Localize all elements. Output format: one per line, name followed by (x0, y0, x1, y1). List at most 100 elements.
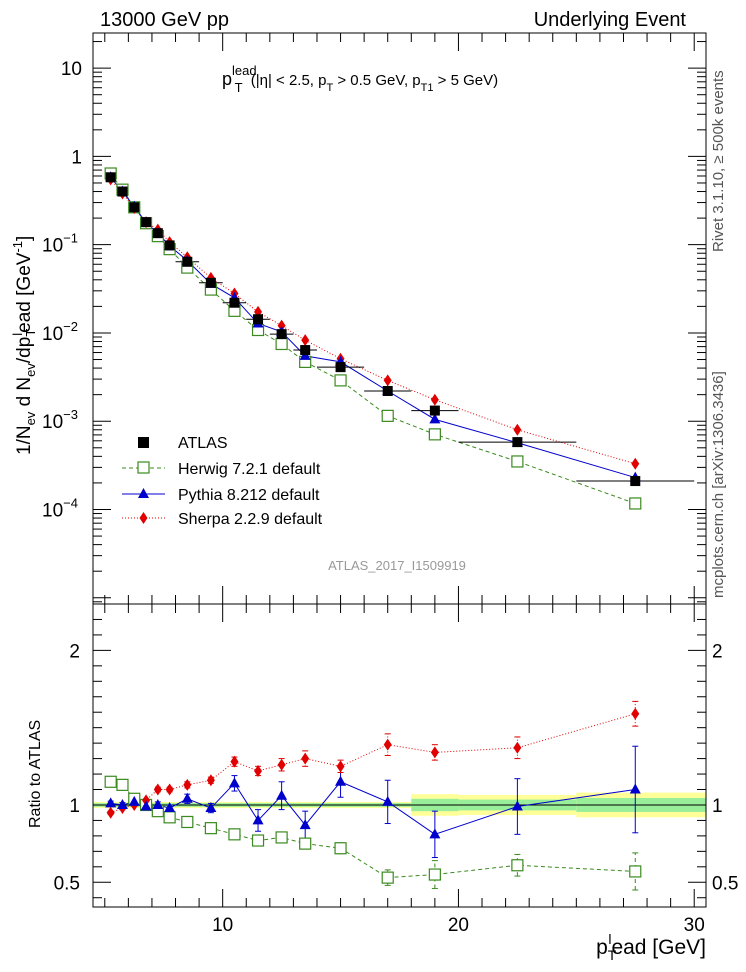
main-point-atlas (229, 297, 240, 308)
ratio-point-pythia (105, 797, 117, 808)
main-point-atlas (300, 345, 311, 356)
ratio-point-sherpa (336, 760, 345, 773)
ratio-point-herwig (275, 831, 288, 844)
legend-sherpa-label: Sherpa 2.2.9 default (178, 511, 323, 528)
ratio-point-herwig (381, 871, 394, 884)
ratio-point-pythia (205, 802, 217, 813)
main-point-sherpa (301, 334, 310, 347)
main-ylabel: 1/Nev d Nev/dpTlead [GeV-1] (10, 236, 38, 455)
main-point-atlas (117, 186, 128, 197)
ratio-point-pythia (276, 789, 288, 800)
main-line-3 (110, 179, 636, 465)
main-point-sherpa (430, 393, 439, 406)
main-point-atlas (205, 277, 216, 288)
ratio-point-sherpa (631, 707, 640, 720)
ratio-ytick-label-right: 1 (712, 796, 723, 817)
ratio-point-pythia (299, 819, 311, 830)
legend-atlas-marker (138, 437, 149, 448)
mcplots-label: mcplots.cern.ch [arXiv:1306.3436] (710, 371, 727, 598)
ratio-point-sherpa (165, 783, 174, 796)
main-ytick-label: 10−2 (42, 319, 78, 345)
main-point-atlas (276, 329, 287, 340)
plot-title: plead T (|η| < 2.5, pT > 0.5 GeV, pT1 > 5… (222, 63, 498, 95)
ratio-xtick-label: 30 (684, 915, 705, 936)
ratio-point-sherpa (277, 758, 286, 771)
main-point-atlas (335, 362, 346, 373)
main-ytick-label: 1 (71, 147, 82, 168)
ratio-point-sherpa (383, 738, 392, 751)
ratio-point-sherpa (430, 746, 439, 759)
main-ytick-label: 10 (61, 59, 82, 80)
header-left: 13000 GeV pp (100, 9, 229, 31)
legend-herwig: Herwig 7.2.1 default (122, 461, 321, 478)
ratio-point-sherpa (106, 806, 115, 819)
main-point-sherpa (513, 423, 522, 436)
ratio-point-sherpa (183, 778, 192, 791)
ratio-point-pythia (164, 802, 176, 813)
ratio-point-herwig (334, 842, 347, 855)
rivet-label: Rivet 3.1.10, ≥ 500k events (710, 70, 727, 252)
ratio-point-herwig (629, 865, 642, 878)
ratio-point-sherpa (206, 774, 215, 787)
ratio-xtick-label: 10 (212, 915, 233, 936)
legend-atlas-label: ATLAS (178, 435, 228, 452)
main-point-herwig (629, 497, 642, 510)
ratio-ytick-label: 0.5 (54, 873, 80, 894)
ratio-xtick-label: 20 (448, 915, 469, 936)
analysis-id: ATLAS_2017_I1509919 (328, 558, 466, 573)
ratio-ylabel: Ratio to ATLAS (27, 720, 44, 828)
main-point-atlas (253, 314, 264, 325)
ratio-point-herwig (511, 859, 524, 872)
ratio-ytick-label-right: 0.5 (712, 873, 738, 894)
legend-pythia-marker (138, 488, 149, 498)
legend-pythia: Pythia 8.212 default (122, 487, 320, 504)
ratio-point-herwig (163, 811, 176, 824)
main-point-atlas (164, 240, 175, 251)
main-point-atlas (182, 256, 193, 267)
ratio-point-pythia (335, 775, 347, 786)
ratio-point-pythia (140, 800, 152, 811)
ratio-point-sherpa (230, 755, 239, 768)
ratio-point-pythia (511, 800, 523, 811)
main-point-herwig (275, 337, 288, 351)
main-point-herwig (381, 409, 394, 422)
ratio-ytick-label: 2 (69, 641, 80, 662)
ratio-point-pythia (429, 828, 441, 839)
ratio-point-herwig (228, 828, 241, 841)
ratio-plot: 0.5 0.5 1 1 2 2 10 20 30 (54, 603, 738, 936)
main-point-herwig (428, 428, 441, 441)
ratio-point-sherpa (301, 752, 310, 765)
ratio-point-pythia (252, 814, 264, 825)
ratio-point-pythia (128, 795, 140, 806)
ratio-axis-ticks: 0.5 0.5 1 1 2 2 10 20 30 (54, 604, 738, 936)
legend: ATLAS Herwig 7.2.1 default Pythia 8.212 … (122, 435, 323, 528)
main-point-atlas (630, 476, 641, 487)
ratio-ytick-label-right: 2 (712, 641, 723, 662)
main-point-sherpa (277, 319, 286, 332)
ratio-point-pythia (181, 792, 193, 803)
ratio-point-herwig (181, 815, 194, 829)
ratio-point-pythia (629, 783, 641, 794)
main-ytick-label: 10−1 (42, 231, 78, 257)
main-point-sherpa (383, 374, 392, 387)
ratio-plot-frame (92, 603, 707, 908)
main-point-pythia (429, 413, 441, 424)
main-point-atlas (105, 172, 116, 183)
legend-sherpa: Sherpa 2.2.9 default (122, 511, 323, 528)
legend-pythia-label: Pythia 8.212 default (178, 487, 320, 504)
main-point-atlas (429, 405, 440, 416)
ratio-point-herwig (104, 775, 117, 788)
legend-atlas: ATLAS (138, 435, 228, 452)
ratio-point-sherpa (153, 783, 162, 796)
main-line-2 (110, 176, 636, 479)
ratio-point-herwig (299, 837, 312, 850)
main-point-atlas (152, 228, 163, 239)
ratio-point-sherpa (142, 794, 151, 807)
ratio-point-pythia (228, 777, 240, 788)
main-point-sherpa (631, 457, 640, 470)
ratio-point-sherpa (254, 764, 263, 777)
ratio-point-pythia (152, 798, 164, 809)
legend-sherpa-marker (139, 512, 148, 524)
main-plot: 10 1 10−1 10−2 10−3 10−4 (42, 32, 707, 605)
ratio-point-herwig (251, 834, 265, 847)
